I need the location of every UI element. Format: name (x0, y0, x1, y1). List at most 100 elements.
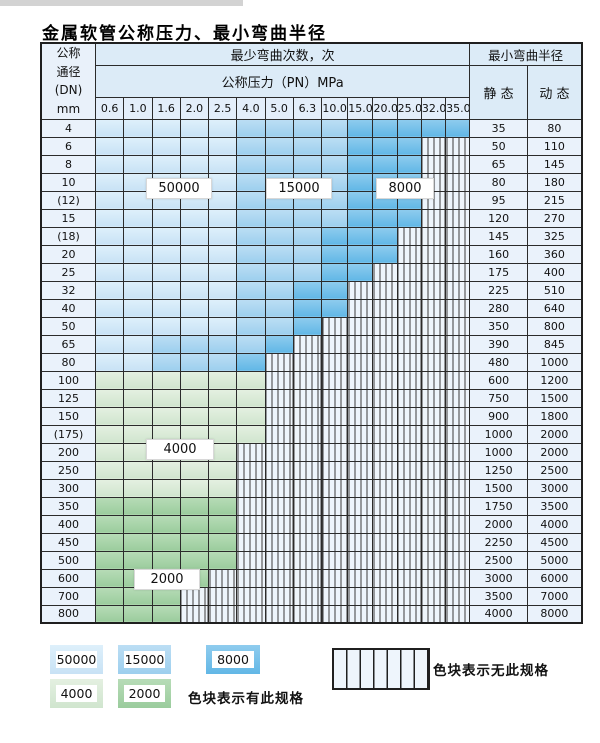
dn-header-line: mm (56, 101, 81, 116)
spec-cell (94, 262, 125, 282)
spec-cell (207, 154, 238, 174)
spec-cell (151, 262, 181, 282)
no-spec-cell (396, 514, 422, 534)
static-radius-cell: 1250 (469, 460, 528, 480)
pressure-header-cell: 2.0 (179, 96, 210, 120)
no-spec-cell (445, 496, 471, 516)
no-spec-cell (347, 496, 374, 516)
spec-cell (179, 136, 210, 156)
no-spec-cell (292, 514, 323, 534)
spec-cell (123, 406, 153, 426)
no-spec-cell (236, 442, 266, 462)
spec-cell (292, 154, 323, 174)
spec-cell (264, 136, 294, 156)
table-row: 20 160 360 (40, 244, 583, 264)
no-spec-cell (292, 496, 323, 516)
spec-cell (179, 244, 210, 264)
dynamic-radius-cell: 1200 (526, 370, 583, 390)
no-spec-cell (347, 424, 374, 444)
table-row: 300 1500 3000 (40, 478, 583, 498)
dn-cell: 800 (40, 604, 96, 624)
no-spec-cell (445, 514, 471, 534)
dn-cell: 15 (40, 208, 96, 228)
no-spec-cell (445, 604, 471, 624)
no-spec-cell (264, 460, 294, 480)
pressure-header-cell: 20.0 (372, 96, 398, 120)
spec-cell (94, 550, 125, 570)
no-spec-cell (396, 604, 422, 624)
legend-swatch-4000: 4000 (50, 679, 103, 708)
spec-cell (236, 244, 266, 264)
static-radius-cell: 120 (469, 208, 528, 228)
spec-cell (94, 118, 125, 138)
dn-cell: (18) (40, 226, 96, 246)
dynamic-radius-cell: 215 (526, 190, 583, 210)
table-row: (175) 1000 2000 (40, 424, 583, 444)
spec-cell (236, 262, 266, 282)
dynamic-radius-cell: 145 (526, 154, 583, 174)
table-row: 500 2500 5000 (40, 550, 583, 570)
no-spec-cell (420, 208, 447, 228)
no-spec-cell (445, 298, 471, 318)
spec-cell (94, 586, 125, 606)
spec-cell (207, 136, 238, 156)
no-spec-cell (396, 460, 422, 480)
spec-cell (123, 532, 153, 552)
no-spec-cell (320, 514, 349, 534)
no-spec-cell (396, 496, 422, 516)
spec-cell (207, 172, 238, 192)
table-row: 600 3000 6000 (40, 568, 583, 588)
spec-cell (207, 244, 238, 264)
dn-cell: 80 (40, 352, 96, 372)
spec-cell (236, 190, 266, 210)
spec-cell (94, 532, 125, 552)
no-spec-cell (372, 460, 398, 480)
pressure-header-cell: 5.0 (264, 96, 294, 120)
no-spec-cell (347, 550, 374, 570)
spec-cell (94, 226, 125, 246)
no-spec-cell (445, 532, 471, 552)
spec-cell (372, 244, 398, 264)
no-spec-cell (292, 334, 323, 354)
spec-cell (179, 262, 210, 282)
spec-cell (264, 280, 294, 300)
dynamic-radius-cell: 6000 (526, 568, 583, 588)
spec-cell (320, 208, 349, 228)
no-spec-cell (372, 604, 398, 624)
spec-cell (123, 388, 153, 408)
dynamic-radius-cell: 800 (526, 316, 583, 336)
no-spec-cell (445, 478, 471, 498)
dynamic-radius-cell: 2000 (526, 424, 583, 444)
spec-cell (292, 136, 323, 156)
spec-cell (372, 208, 398, 228)
no-spec-cell (372, 388, 398, 408)
no-spec-cell (445, 586, 471, 606)
legend-no-spec-swatch (332, 648, 430, 690)
dn-cell: 65 (40, 334, 96, 354)
no-spec-cell (445, 280, 471, 300)
dn-cell: 700 (40, 586, 96, 606)
no-spec-cell (292, 406, 323, 426)
spec-cell (123, 424, 153, 444)
spec-cell (151, 496, 181, 516)
spec-cell (123, 280, 153, 300)
spec-cell (151, 244, 181, 264)
spec-cell (123, 460, 153, 480)
no-spec-cell (445, 262, 471, 282)
spec-cell (372, 136, 398, 156)
no-spec-cell (264, 352, 294, 372)
bend-cycles-header: 最少弯曲次数，次 (94, 42, 471, 66)
dynamic-radius-cell: 5000 (526, 550, 583, 570)
static-radius-cell: 3000 (469, 568, 528, 588)
spec-cell (179, 424, 210, 444)
legend: 50000 15000 8000 4000 2000 色块表示有此规格 色块表示… (0, 641, 600, 721)
spec-cell (94, 442, 125, 462)
spec-cell (94, 568, 125, 588)
no-spec-cell (372, 442, 398, 462)
no-spec-cell (372, 370, 398, 390)
spec-cell (179, 118, 210, 138)
no-spec-cell (264, 514, 294, 534)
dn-header-line: (DN) (54, 83, 83, 98)
static-radius-cell: 2500 (469, 550, 528, 570)
no-spec-cell (420, 406, 447, 426)
